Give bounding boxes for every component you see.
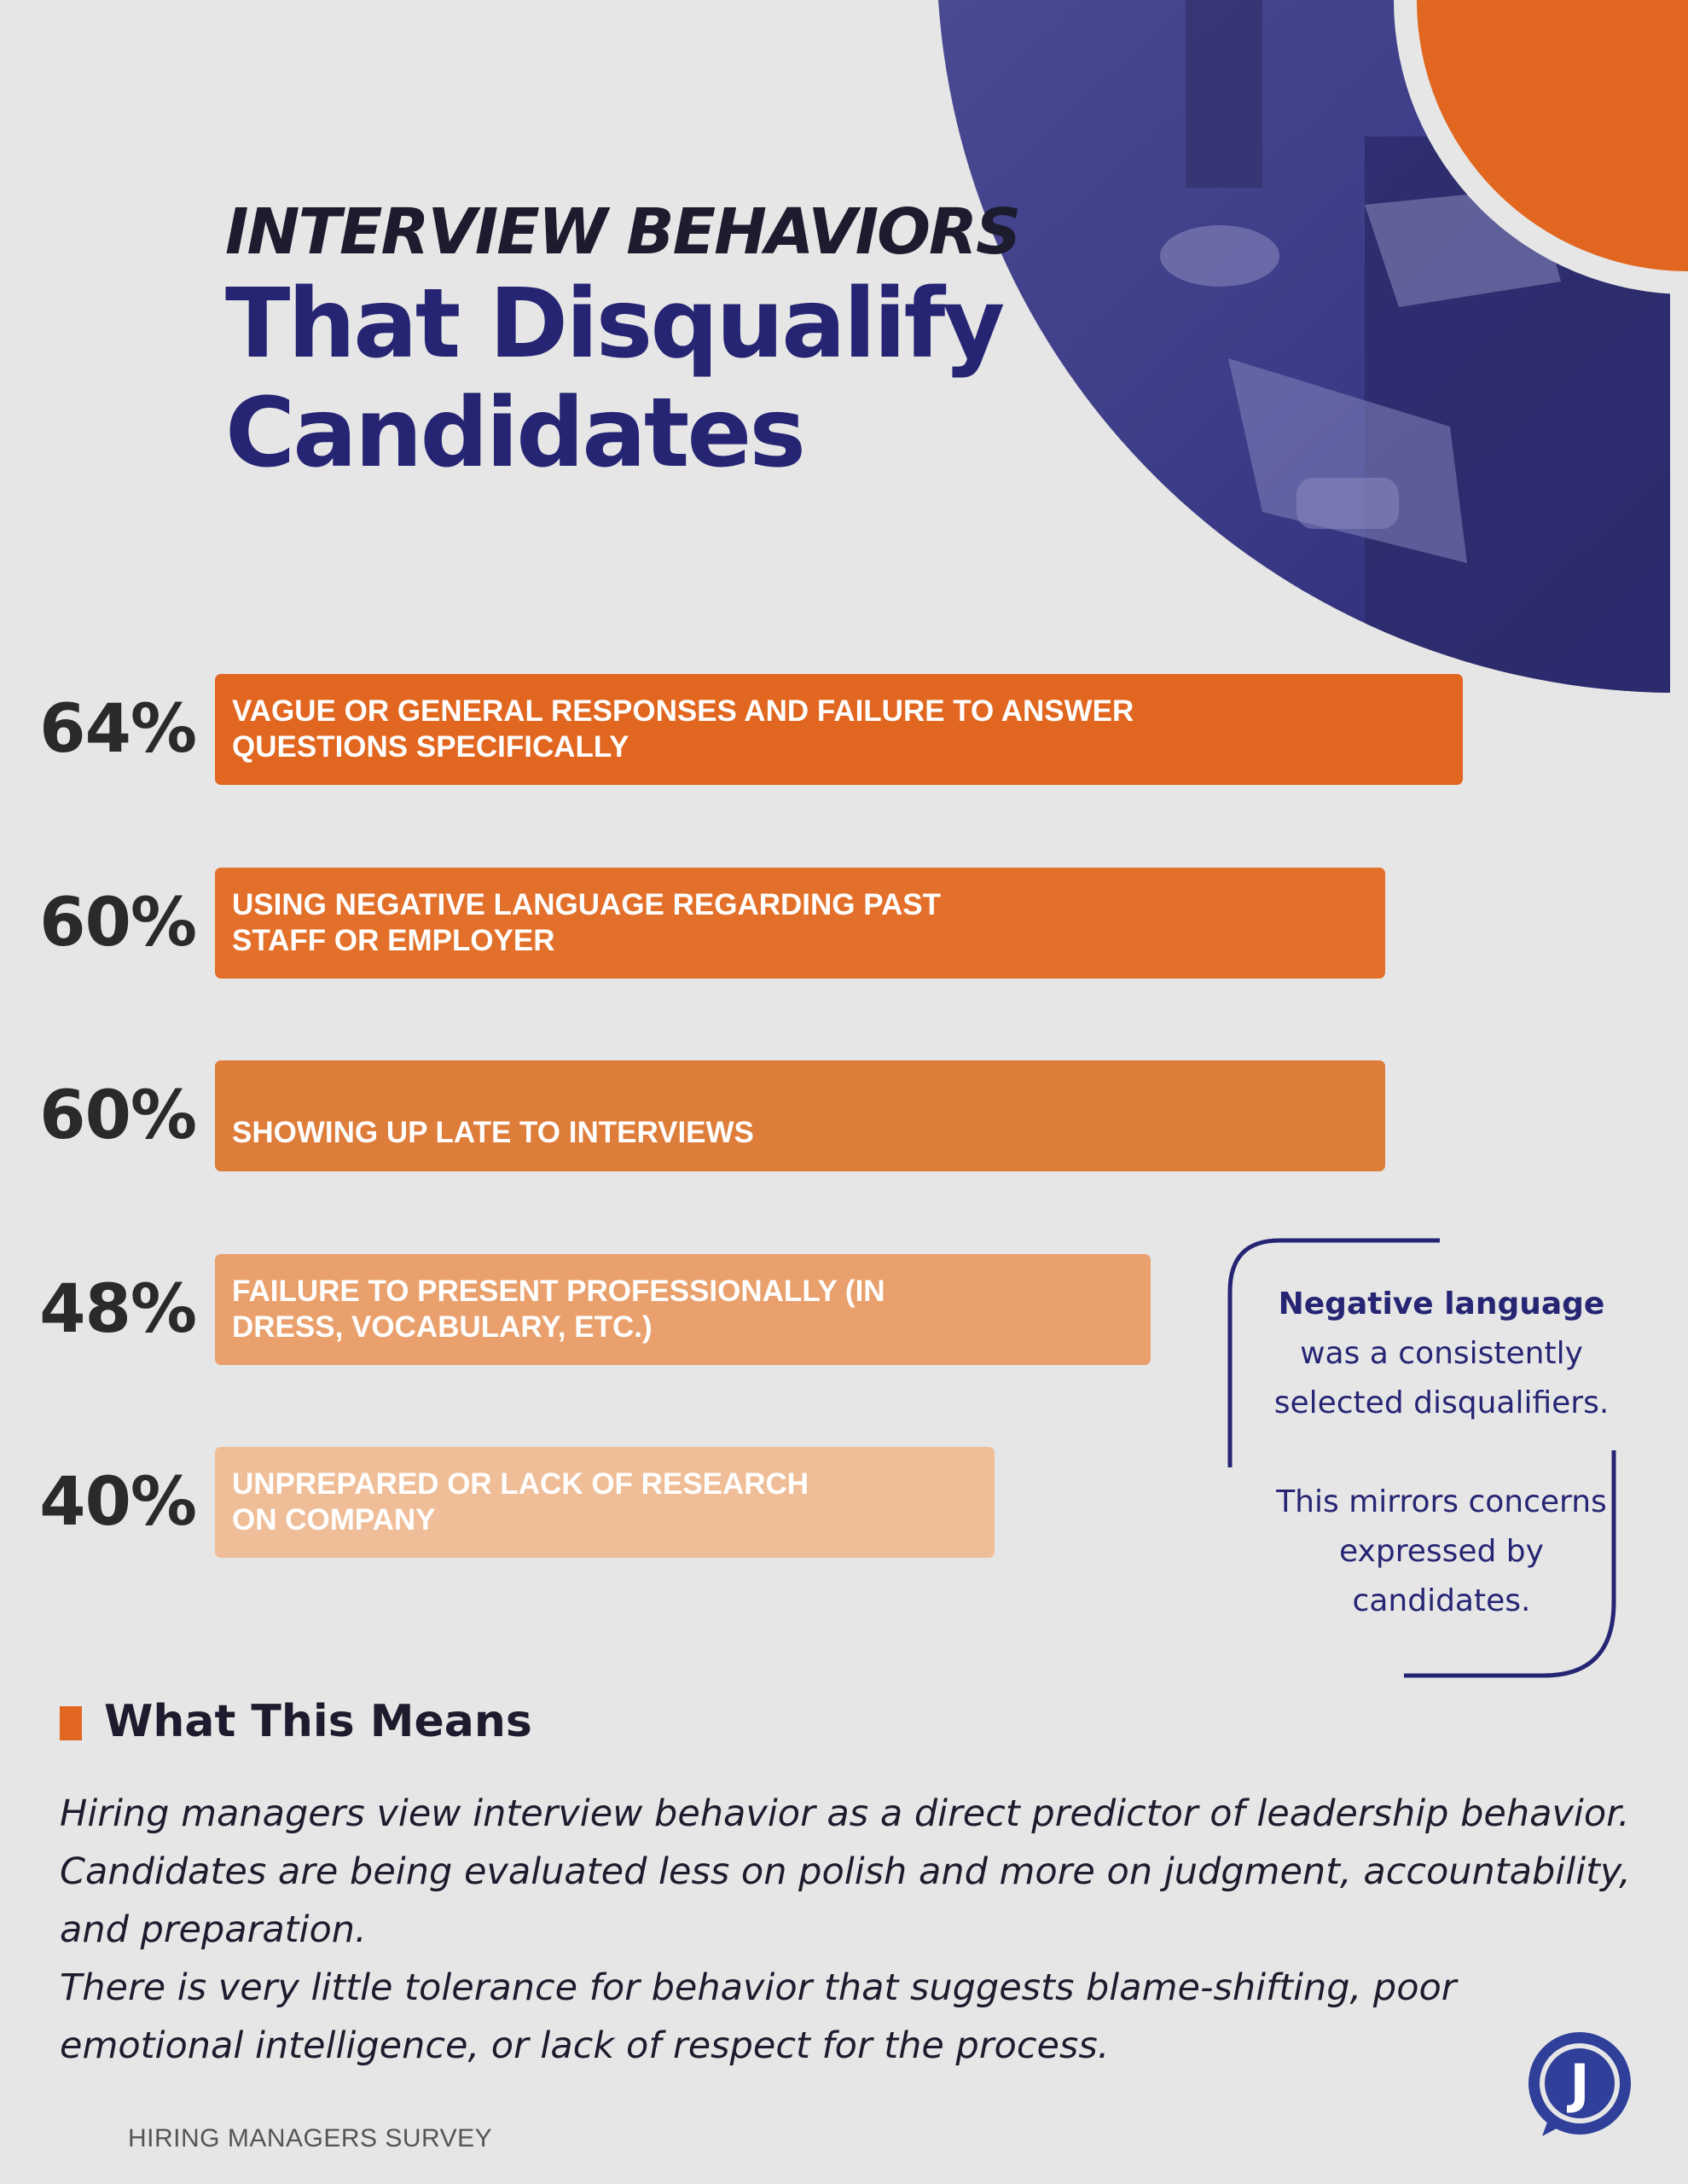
section-body: Hiring managers view interview behavior …: [60, 1785, 1646, 2075]
bar-category-label: FAILURE TO PRESENT PROFESSIONALLY (IN DR…: [232, 1274, 885, 1344]
bar-category-label: USING NEGATIVE LANGUAGE REGARDING PAST S…: [232, 887, 941, 957]
callout-line-2: selected disqualifiers.: [1273, 1385, 1610, 1420]
bar-value-label: 60%: [39, 1077, 197, 1154]
speech-bubble-j-logo-icon: J: [1528, 2032, 1631, 2136]
bar-value-label: 40%: [39, 1464, 197, 1541]
bar: USING NEGATIVE LANGUAGE REGARDING PAST S…: [215, 867, 1385, 979]
callout-line-3: This mirrors concerns: [1276, 1484, 1607, 1519]
callout-paragraph-1: Negative language was a consistently sel…: [1228, 1280, 1655, 1428]
section-paragraph-1: Hiring managers view interview behavior …: [60, 1792, 1631, 1951]
section-title: What This Means: [104, 1696, 532, 1747]
callout-line-5: candidates.: [1352, 1583, 1531, 1618]
section-paragraph-2: There is very little tolerance for behav…: [60, 1966, 1457, 2067]
title-line-2: Candidates: [225, 378, 806, 489]
bar-row: 40% UNPREPARED OR LACK OF RESEARCH ON COM…: [0, 1447, 1688, 1558]
footer-label: HIRING MANAGERS SURVEY: [128, 2124, 493, 2152]
bar-category-label: UNPREPARED OR LACK OF RESEARCH ON COMPAN…: [232, 1467, 809, 1536]
callout-paragraph-2: This mirrors concerns expressed by candi…: [1228, 1478, 1655, 1626]
bar-category-label: SHOWING UP LATE TO INTERVIEWS: [232, 1116, 754, 1149]
bar-value-label: 60%: [39, 884, 197, 961]
section-marker: [60, 1706, 82, 1740]
bar: UNPREPARED OR LACK OF RESEARCH ON COMPAN…: [215, 1447, 995, 1558]
bar-row: 60% USING NEGATIVE LANGUAGE REGARDING PAS…: [0, 867, 1688, 979]
callout-strong: Negative language: [1278, 1287, 1605, 1321]
callout-line-4: expressed by: [1339, 1534, 1544, 1569]
bar-row: 64% VAGUE OR GENERAL RESPONSES AND FAILUR…: [0, 674, 1688, 785]
title-line-1: That Disqualify: [225, 269, 1005, 380]
bar-row: 48% FAILURE TO PRESENT PROFESSIONALLY (IN…: [0, 1253, 1688, 1365]
logo-letter: J: [1566, 2053, 1589, 2115]
bar: VAGUE OR GENERAL RESPONSES AND FAILURE T…: [215, 674, 1463, 785]
orange-circle: [1417, 0, 1688, 271]
callout-box: Negative language was a consistently sel…: [1211, 1235, 1638, 1679]
bar: FAILURE TO PRESENT PROFESSIONALLY (IN DR…: [215, 1253, 1151, 1365]
bar-row: 60% SHOWING UP LATE TO INTERVIEWS: [0, 1060, 1688, 1171]
callout-line-1: was a consistently: [1300, 1336, 1583, 1371]
title-block: INTERVIEW BEHAVIORS That Disqualify Cand…: [225, 195, 1021, 489]
title-kicker: INTERVIEW BEHAVIORS: [225, 195, 1021, 269]
bar-value-label: 48%: [39, 1270, 197, 1348]
hero-decoration: [938, 0, 1688, 693]
bar-category-label: VAGUE OR GENERAL RESPONSES AND FAILURE T…: [232, 694, 1134, 764]
bar: SHOWING UP LATE TO INTERVIEWS: [215, 1060, 1385, 1171]
callout-bracket: [1227, 1238, 1616, 1678]
bar-value-label: 64%: [39, 691, 197, 768]
